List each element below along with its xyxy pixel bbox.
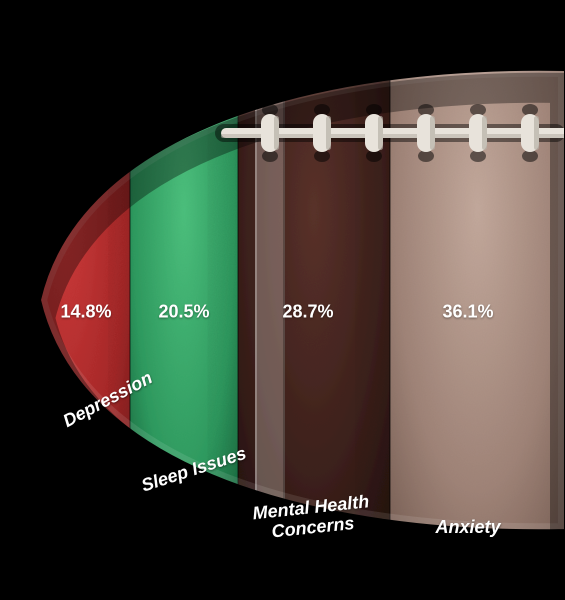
pct-label-sleep: 20.5% xyxy=(158,302,209,323)
pct-label-anxiety: 36.1% xyxy=(442,302,493,323)
cat-label-anxiety: Anxiety xyxy=(435,518,500,538)
pct-label-depression: 14.8% xyxy=(60,302,111,323)
pct-label-mental: 28.7% xyxy=(282,302,333,323)
infographic-stage: 14.8%Depression20.5%Sleep Issues28.7%Men… xyxy=(0,0,565,600)
